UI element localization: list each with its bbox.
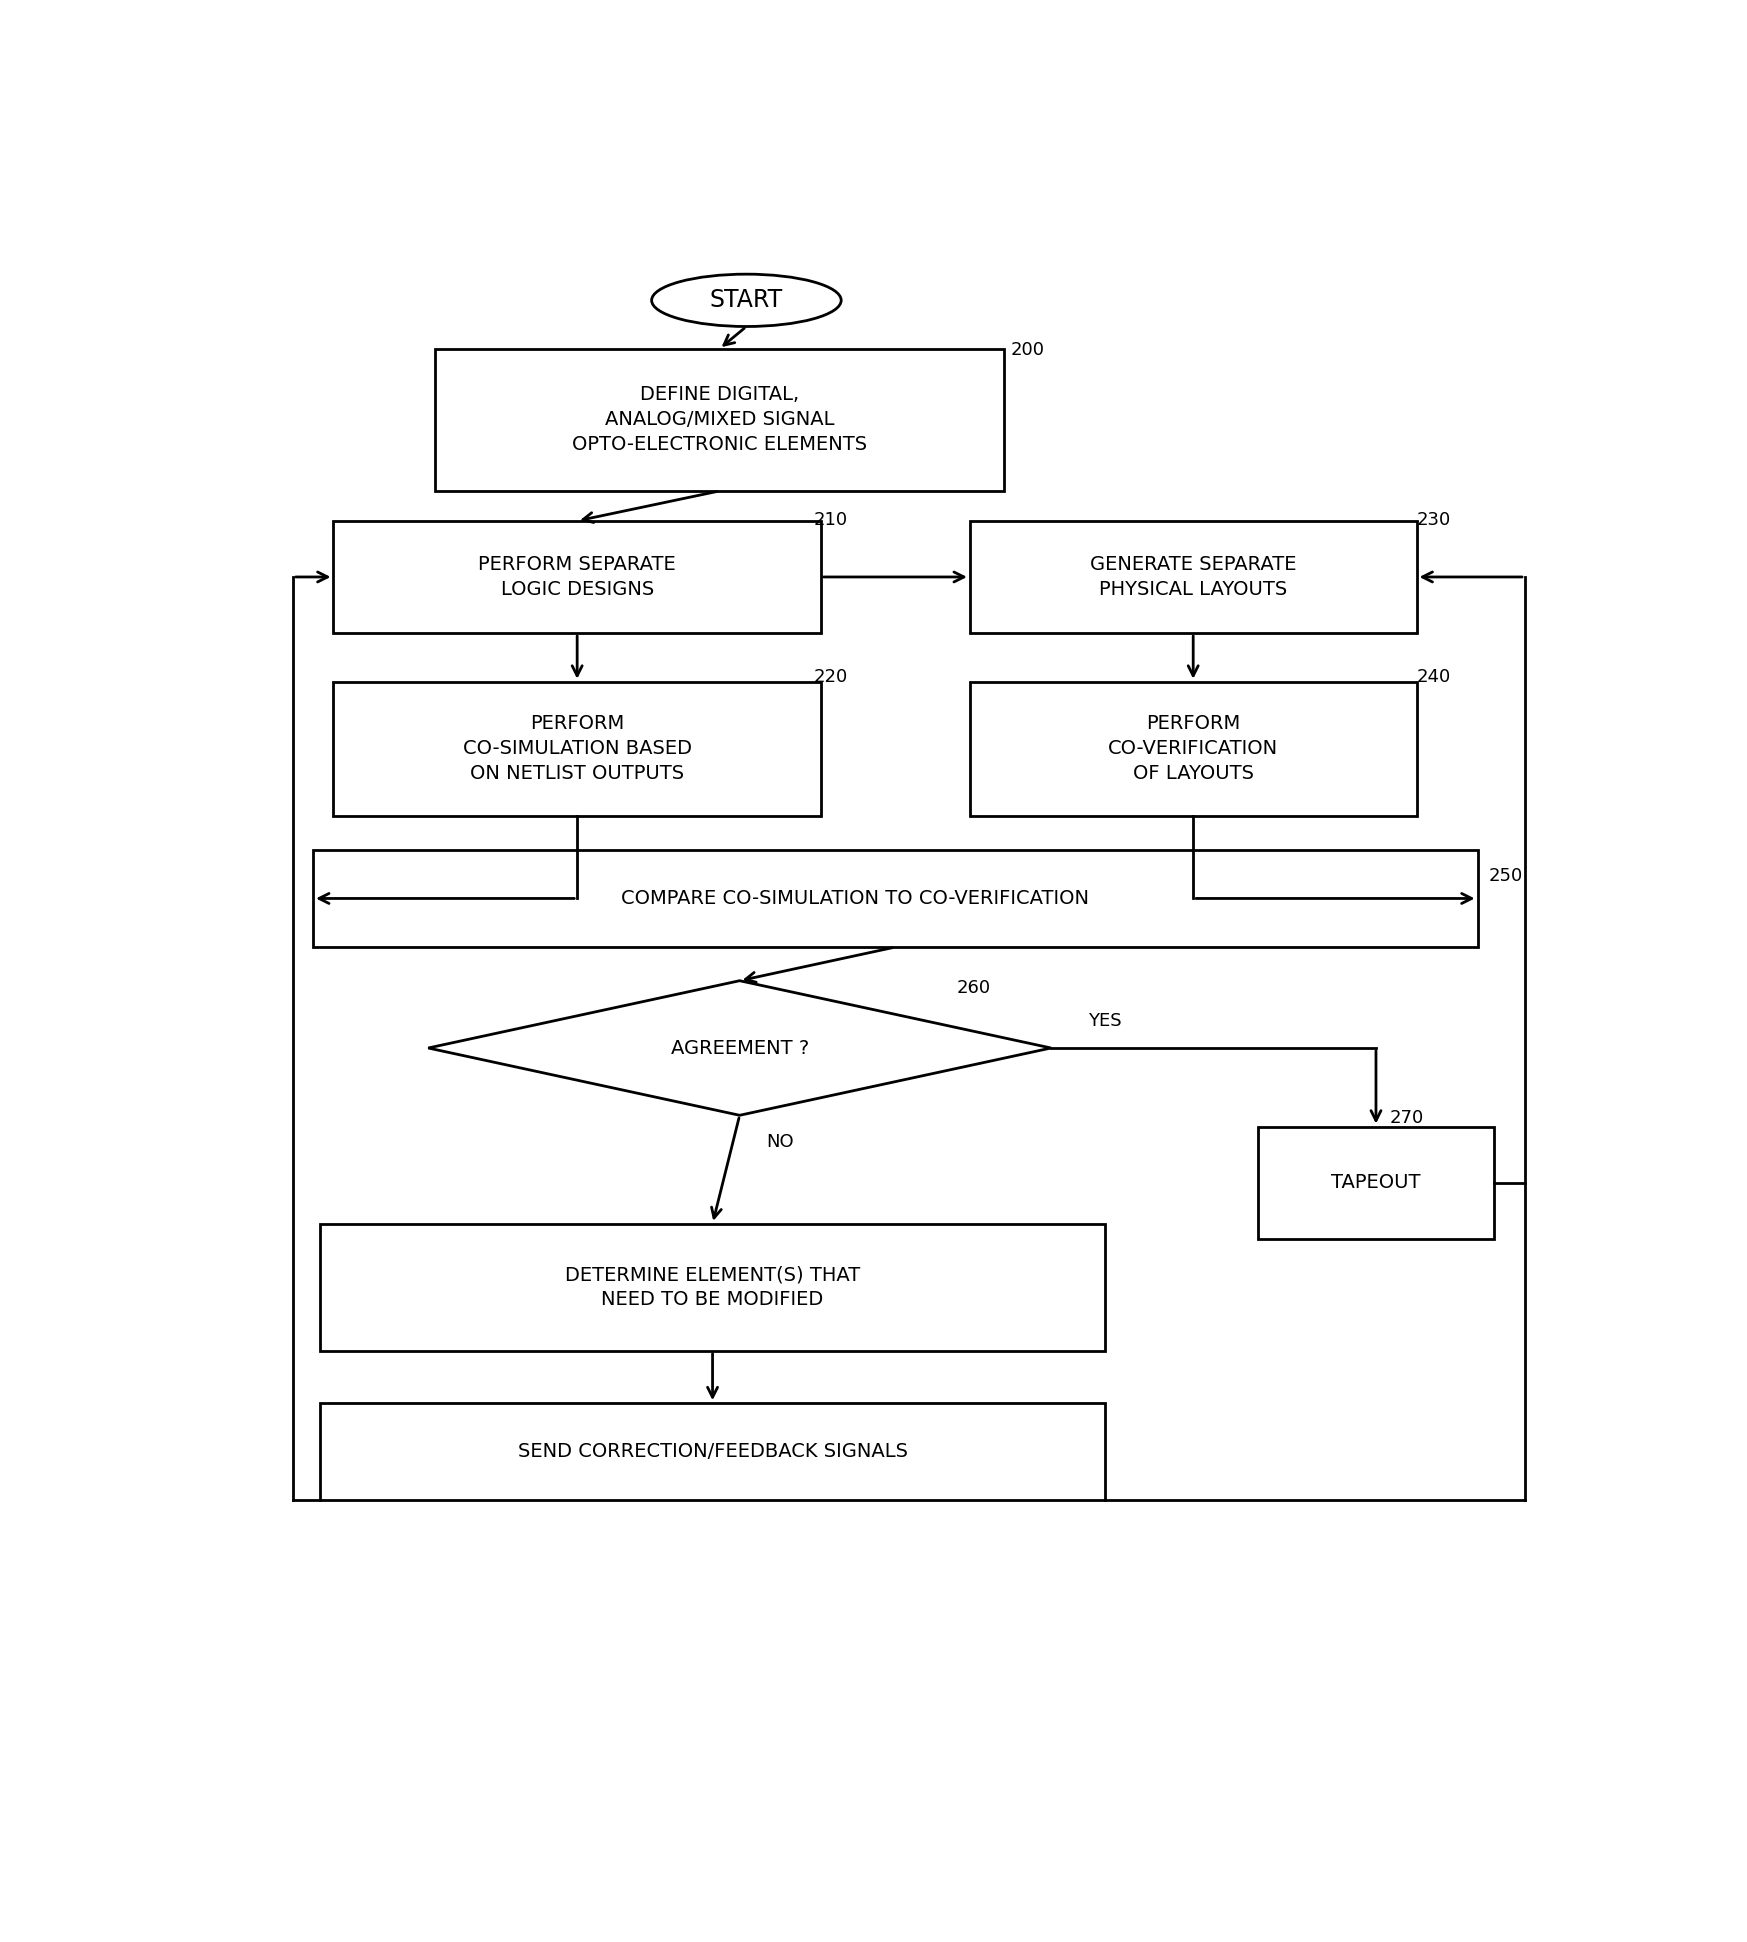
Text: 210: 210	[814, 511, 849, 528]
Bar	[435, 350, 1003, 491]
Text: AGREEMENT ?: AGREEMENT ?	[671, 1039, 809, 1058]
Text: TAPEOUT: TAPEOUT	[1331, 1173, 1420, 1192]
Bar	[320, 1404, 1106, 1501]
Polygon shape	[428, 981, 1052, 1115]
Bar	[334, 520, 821, 633]
Text: 200: 200	[1010, 340, 1045, 359]
Text: 240: 240	[1417, 668, 1450, 686]
Ellipse shape	[652, 274, 842, 326]
Bar	[1258, 1126, 1494, 1239]
Text: 270: 270	[1389, 1109, 1424, 1126]
Text: COMPARE CO-SIMULATION TO CO-VERIFICATION: COMPARE CO-SIMULATION TO CO-VERIFICATION	[620, 889, 1088, 909]
Text: 250: 250	[1488, 866, 1523, 886]
Text: START: START	[709, 287, 783, 313]
Text: 230: 230	[1417, 511, 1450, 528]
Text: PERFORM
CO-SIMULATION BASED
ON NETLIST OUTPUTS: PERFORM CO-SIMULATION BASED ON NETLIST O…	[463, 715, 692, 783]
Bar	[334, 682, 821, 816]
Bar	[970, 682, 1417, 816]
Text: DEFINE DIGITAL,
ANALOG/MIXED SIGNAL
OPTO-ELECTRONIC ELEMENTS: DEFINE DIGITAL, ANALOG/MIXED SIGNAL OPTO…	[571, 385, 867, 454]
Text: DETERMINE ELEMENT(S) THAT
NEED TO BE MODIFIED: DETERMINE ELEMENT(S) THAT NEED TO BE MOD…	[564, 1266, 860, 1309]
Text: NO: NO	[767, 1134, 795, 1152]
Text: 220: 220	[814, 668, 849, 686]
Text: SEND CORRECTION/FEEDBACK SIGNALS: SEND CORRECTION/FEEDBACK SIGNALS	[517, 1443, 907, 1460]
Text: PERFORM SEPARATE
LOGIC DESIGNS: PERFORM SEPARATE LOGIC DESIGNS	[479, 555, 676, 598]
Text: 260: 260	[956, 979, 991, 996]
Bar	[320, 1223, 1106, 1352]
Bar	[313, 851, 1478, 948]
Text: PERFORM
CO-VERIFICATION
OF LAYOUTS: PERFORM CO-VERIFICATION OF LAYOUTS	[1108, 715, 1279, 783]
Text: GENERATE SEPARATE
PHYSICAL LAYOUTS: GENERATE SEPARATE PHYSICAL LAYOUTS	[1090, 555, 1296, 598]
Text: YES: YES	[1088, 1012, 1122, 1029]
Bar	[970, 520, 1417, 633]
